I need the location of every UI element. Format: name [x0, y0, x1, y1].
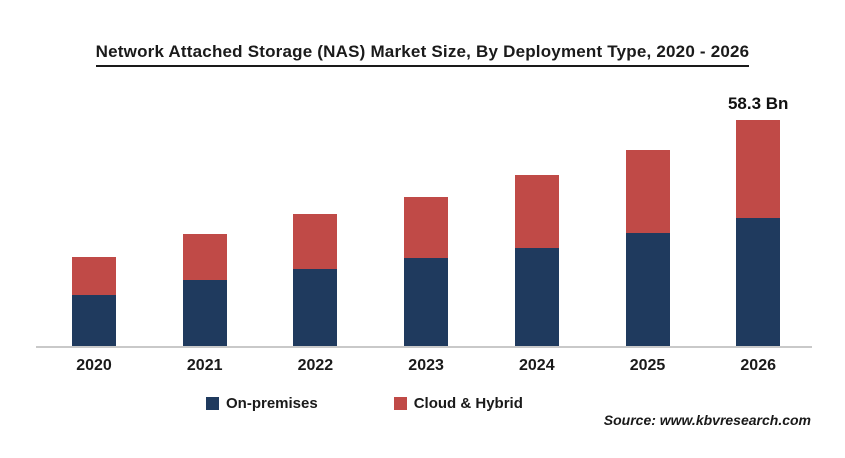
segment-cloud-hybrid-2026	[736, 119, 781, 218]
cloud-hybrid-swatch-icon	[393, 397, 407, 410]
bar-2023	[404, 196, 449, 346]
chart-title-text: Network Attached Storage (NAS) Market Si…	[95, 42, 750, 67]
segment-on-premises-2026	[736, 217, 781, 346]
bar-2025	[625, 149, 670, 346]
segment-on-premises-2022	[293, 268, 338, 346]
bar-2026	[736, 119, 781, 346]
bar-2024	[514, 174, 559, 346]
x-tick-2020: 2020	[76, 357, 112, 374]
legend-item-on-premises: On-premises	[206, 395, 318, 412]
segment-cloud-hybrid-2023	[404, 196, 449, 259]
segment-on-premises-2020	[72, 295, 116, 346]
legend-label-on-premises: On-premises	[226, 395, 318, 412]
segment-cloud-hybrid-2020	[72, 257, 116, 296]
segment-cloud-hybrid-2022	[293, 214, 338, 269]
segment-on-premises-2025	[625, 233, 670, 346]
legend: On-premises Cloud & Hybrid	[206, 395, 523, 412]
legend-label-cloud-hybrid: Cloud & Hybrid	[413, 395, 523, 412]
segment-on-premises-2021	[182, 280, 227, 346]
bar-2022	[293, 214, 338, 346]
legend-item-cloud-hybrid: Cloud & Hybrid	[393, 395, 523, 412]
bar-2021	[182, 233, 227, 346]
x-tick-2022: 2022	[297, 357, 334, 374]
x-tick-2023: 2023	[408, 357, 444, 374]
value-label-2026: 58.3 Bn	[727, 93, 789, 113]
segment-on-premises-2023	[404, 258, 449, 346]
chart-title: Network Attached Storage (NAS) Market Si…	[0, 42, 845, 67]
x-tick-2024: 2024	[519, 357, 555, 374]
x-tick-2025: 2025	[629, 357, 666, 374]
bar-2020	[72, 257, 116, 346]
segment-cloud-hybrid-2024	[514, 174, 559, 248]
x-tick-2021: 2021	[186, 357, 223, 374]
source-note: Source: www.kbvresearch.com	[603, 412, 811, 428]
segment-cloud-hybrid-2025	[625, 149, 670, 234]
on-premises-swatch-icon	[206, 397, 219, 410]
x-tick-2026: 2026	[740, 357, 776, 374]
segment-on-premises-2024	[514, 247, 559, 346]
segment-cloud-hybrid-2021	[182, 233, 227, 280]
x-axis-line	[36, 346, 812, 348]
